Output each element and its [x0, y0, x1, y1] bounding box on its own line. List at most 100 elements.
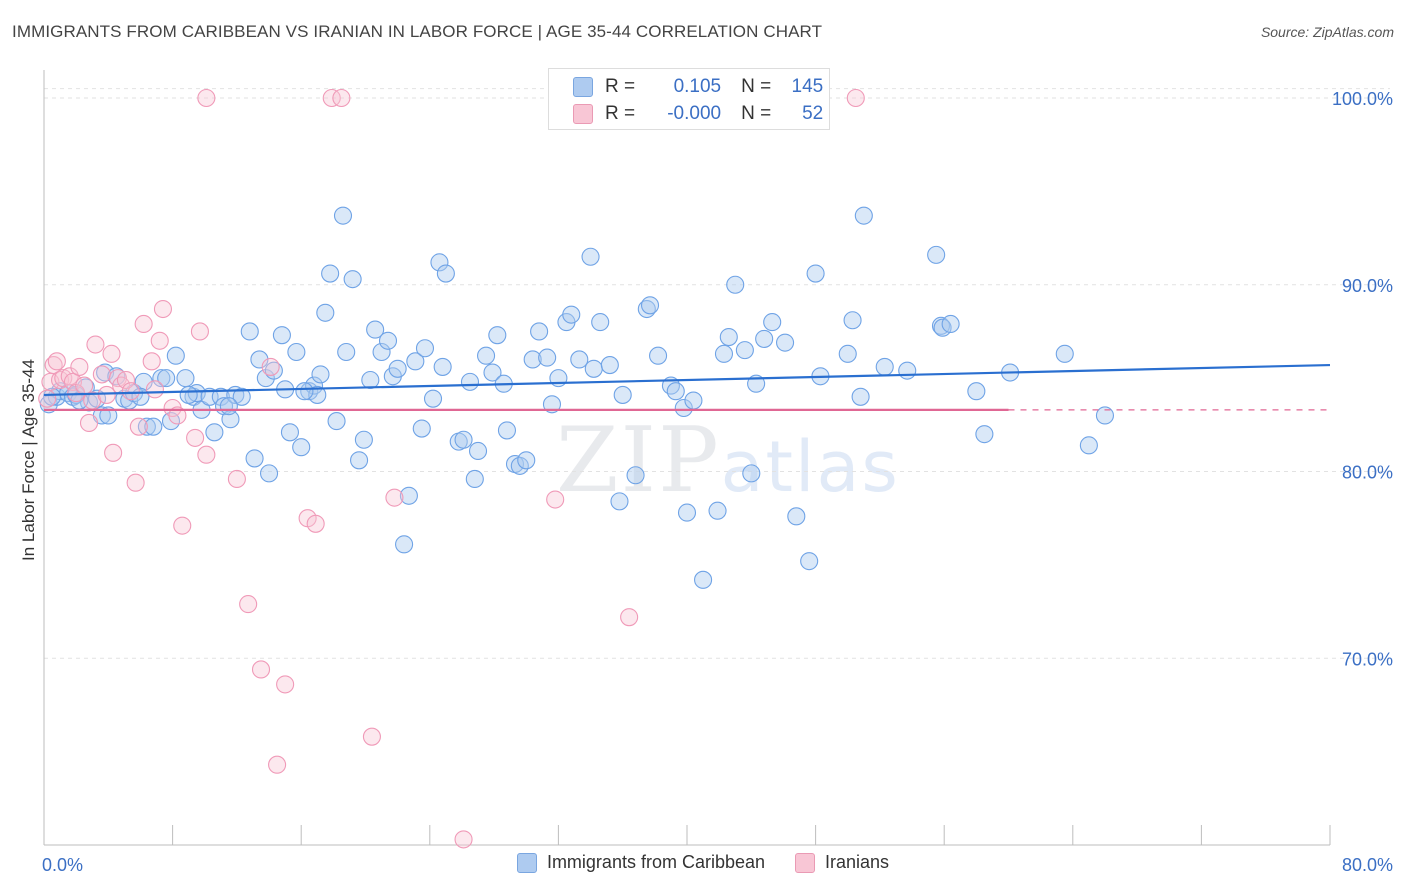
n-value: 145 [791, 76, 824, 97]
axes [43, 70, 1331, 846]
point-caribbean [134, 372, 153, 391]
point-caribbean [584, 359, 603, 378]
r-label: R = [605, 103, 636, 124]
point-caribbean [927, 245, 946, 264]
iranians-swatch [573, 104, 593, 124]
point-caribbean [395, 535, 414, 554]
point-caribbean [800, 552, 819, 571]
point-caribbean [975, 425, 994, 444]
point-caribbean [259, 464, 279, 483]
point-caribbean [875, 357, 894, 376]
caribbean-swatch [573, 77, 593, 97]
point-caribbean [406, 352, 425, 371]
point-caribbean [240, 322, 259, 341]
point-iranians [332, 88, 351, 108]
point-caribbean [649, 346, 668, 365]
legend-item-iranians[interactable]: Iranians [795, 852, 889, 873]
point-caribbean [787, 507, 806, 526]
point-caribbean [333, 206, 353, 225]
point-iranians [261, 357, 280, 376]
point-caribbean [327, 412, 346, 431]
point-caribbean [538, 348, 557, 367]
point-iranians [79, 413, 99, 433]
point-iranians [190, 322, 209, 341]
point-iranians [47, 352, 66, 371]
point-iranians [197, 88, 216, 108]
x-tick-label-max: 80.0% [1342, 855, 1393, 875]
point-caribbean [350, 451, 369, 470]
point-caribbean [245, 449, 264, 468]
stats-row-iranians: R = -0.000 N = 52 [573, 100, 823, 128]
point-caribbean [423, 389, 443, 408]
point-caribbean [415, 339, 435, 358]
watermark: ZIPatlas [556, 408, 900, 513]
point-iranians [54, 369, 73, 388]
point-iranians [276, 675, 295, 694]
point-caribbean [967, 382, 986, 401]
point-iranians [145, 380, 164, 399]
point-caribbean [321, 264, 340, 283]
point-caribbean [316, 303, 335, 322]
r-value: 0.105 [673, 76, 722, 97]
point-iranians [385, 488, 404, 507]
point-caribbean [542, 395, 562, 414]
point-caribbean [742, 464, 761, 483]
point-iranians [173, 516, 192, 535]
point-caribbean [144, 417, 163, 436]
point-caribbean [610, 492, 629, 511]
point-iranians [454, 830, 473, 849]
point-iranians [197, 445, 216, 464]
point-iranians [620, 608, 639, 627]
point-caribbean [219, 397, 238, 416]
point-iranians [306, 514, 325, 533]
point-caribbean [517, 451, 536, 470]
point-caribbean [726, 275, 745, 294]
point-iranians [846, 88, 865, 108]
point-caribbean [378, 331, 398, 350]
data-points [38, 88, 1114, 849]
point-iranians [186, 428, 205, 447]
point-caribbean [776, 333, 795, 352]
point-iranians [102, 344, 121, 363]
point-caribbean [372, 342, 391, 362]
point-caribbean [399, 486, 418, 505]
watermark-atlas: atlas [720, 426, 900, 508]
point-caribbean [666, 382, 685, 401]
grid-lines [44, 88, 1390, 659]
point-caribbean [152, 369, 171, 388]
x-tick-label-min: 0.0% [42, 855, 83, 875]
n-label: N = [741, 103, 772, 124]
n-value: 52 [802, 103, 824, 124]
point-iranians [86, 335, 105, 354]
point-iranians [227, 469, 246, 489]
point-iranians [153, 299, 173, 319]
point-caribbean [694, 570, 713, 589]
point-caribbean [166, 346, 185, 365]
point-caribbean [530, 322, 549, 341]
point-caribbean [898, 361, 917, 380]
point-caribbean [460, 372, 480, 391]
point-caribbean [941, 314, 960, 334]
point-caribbean [157, 369, 176, 388]
point-caribbean [250, 350, 269, 369]
point-iranians [126, 473, 145, 492]
r-label: R = [605, 76, 636, 97]
point-caribbean [311, 365, 330, 384]
point-iranians [70, 357, 89, 376]
point-caribbean [436, 264, 455, 283]
y-axis-label: In Labor Force | Age 35-44 [19, 359, 38, 561]
r-value: -0.000 [667, 103, 722, 124]
point-iranians [92, 365, 111, 384]
point-caribbean [626, 466, 645, 485]
chart-title: IMMIGRANTS FROM CARIBBEAN VS IRANIAN IN … [12, 22, 823, 41]
point-iranians [322, 88, 341, 108]
point-caribbean [280, 423, 299, 442]
point-caribbean [205, 423, 224, 442]
point-iranians [142, 352, 161, 371]
legend-item-caribbean[interactable]: Immigrants from Caribbean [516, 852, 765, 873]
y-tick-label: 70.0% [1342, 649, 1393, 669]
point-caribbean [354, 430, 373, 449]
point-caribbean [591, 313, 610, 332]
point-caribbean [763, 313, 782, 332]
point-caribbean [468, 441, 488, 461]
